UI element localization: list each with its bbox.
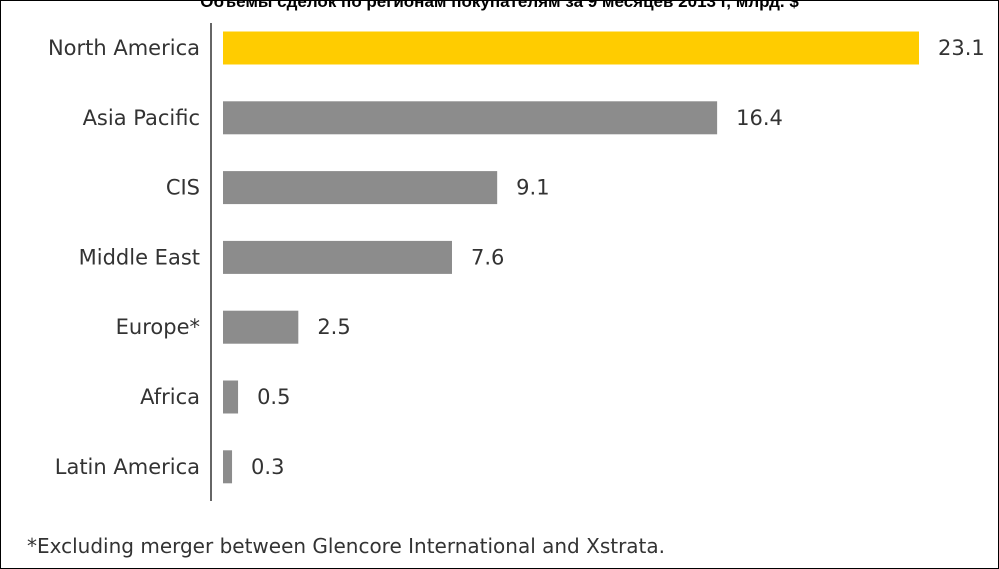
value-label: 0.5 [257,385,290,409]
value-label: 7.6 [471,245,504,269]
value-label: 23.1 [938,36,985,60]
category-label: Middle East [79,245,200,269]
bar [223,101,717,134]
category-label: Asia Pacific [83,106,200,130]
bar [223,450,232,483]
footnote: *Excluding merger between Glencore Inter… [27,534,665,558]
value-label: 16.4 [736,106,783,130]
category-label: North America [48,36,200,60]
value-label: 9.1 [516,176,549,200]
bar [223,241,452,274]
category-label: Latin America [55,455,200,479]
category-label: CIS [166,176,200,200]
category-label: Europe* [116,315,200,339]
bar [223,311,298,344]
value-label: 2.5 [317,315,350,339]
bar [223,32,919,65]
bar [223,381,238,414]
value-label: 0.3 [251,455,284,479]
category-label: Africa [140,385,200,409]
bar [223,171,497,204]
